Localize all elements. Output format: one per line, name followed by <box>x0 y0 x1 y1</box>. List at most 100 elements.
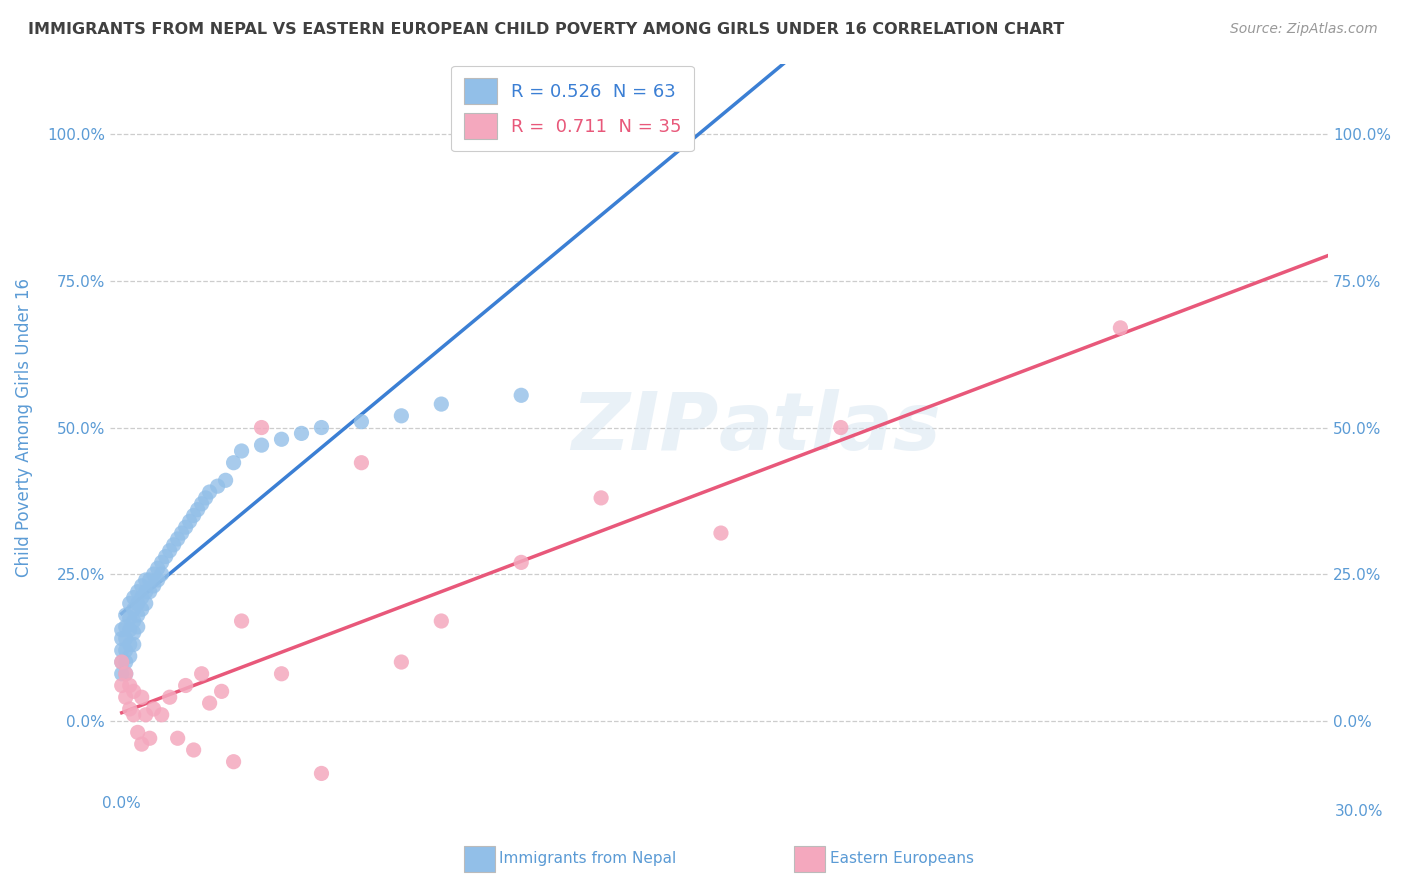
Point <box>131 591 153 605</box>
Point <box>211 684 233 698</box>
Point <box>430 397 453 411</box>
Text: IMMIGRANTS FROM NEPAL VS EASTERN EUROPEAN CHILD POVERTY AMONG GIRLS UNDER 16 COR: IMMIGRANTS FROM NEPAL VS EASTERN EUROPEA… <box>28 22 1064 37</box>
Point <box>111 655 134 669</box>
Point <box>142 579 165 593</box>
Point <box>131 579 153 593</box>
Point <box>138 573 160 587</box>
Point <box>250 438 273 452</box>
Point <box>710 526 733 541</box>
Point <box>127 725 149 739</box>
Point <box>122 614 145 628</box>
Point <box>510 555 533 569</box>
Point <box>135 573 157 587</box>
Point <box>127 620 149 634</box>
Point <box>179 514 201 528</box>
Point <box>111 678 134 692</box>
Point <box>222 755 245 769</box>
Point <box>146 561 169 575</box>
Point <box>114 666 136 681</box>
Legend: R = 0.526  N = 63, R =  0.711  N = 35: R = 0.526 N = 63, R = 0.711 N = 35 <box>451 66 695 152</box>
Point <box>114 655 136 669</box>
Point <box>135 584 157 599</box>
Point <box>350 456 373 470</box>
Point <box>190 666 212 681</box>
Point <box>146 573 169 587</box>
Point <box>159 543 181 558</box>
Point <box>131 690 153 705</box>
Point <box>127 608 149 623</box>
Point <box>290 426 312 441</box>
Point <box>118 637 141 651</box>
Point <box>150 567 173 582</box>
Point <box>118 678 141 692</box>
Point <box>111 666 134 681</box>
Point <box>194 491 217 505</box>
Point <box>111 655 134 669</box>
Point <box>114 620 136 634</box>
Point <box>118 611 141 625</box>
Point <box>122 637 145 651</box>
Point <box>118 702 141 716</box>
Point <box>159 690 181 705</box>
Point <box>150 555 173 569</box>
Point <box>174 520 197 534</box>
Point <box>270 432 292 446</box>
Point <box>591 491 613 505</box>
Text: atlas: atlas <box>718 389 942 467</box>
Text: Eastern Europeans: Eastern Europeans <box>830 852 973 866</box>
Y-axis label: Child Poverty Among Girls Under 16: Child Poverty Among Girls Under 16 <box>15 278 32 577</box>
Point <box>389 409 412 423</box>
Text: 30.0%: 30.0% <box>1336 804 1384 819</box>
Point <box>114 643 136 657</box>
Point <box>166 731 188 746</box>
Point <box>127 596 149 610</box>
Point <box>270 666 292 681</box>
Point <box>170 526 193 541</box>
Point <box>111 632 134 646</box>
Point <box>111 623 134 637</box>
Text: ZIP: ZIP <box>572 389 718 467</box>
Point <box>122 684 145 698</box>
Point <box>222 456 245 470</box>
Point <box>135 707 157 722</box>
Point <box>389 655 412 669</box>
Point <box>250 420 273 434</box>
Point <box>174 678 197 692</box>
Point <box>510 388 533 402</box>
Point <box>214 473 236 487</box>
Point <box>198 696 221 710</box>
Point <box>118 649 141 664</box>
Point <box>311 766 333 780</box>
Point <box>207 479 229 493</box>
Point <box>127 584 149 599</box>
Point <box>183 743 205 757</box>
Point <box>114 666 136 681</box>
Point <box>830 420 852 434</box>
Point <box>183 508 205 523</box>
Point <box>231 614 253 628</box>
Point <box>430 614 453 628</box>
Point <box>142 567 165 582</box>
Point <box>118 596 141 610</box>
Point <box>187 502 209 516</box>
Point <box>166 532 188 546</box>
Point <box>155 549 177 564</box>
Point <box>122 707 145 722</box>
Point <box>311 420 333 434</box>
Point <box>131 602 153 616</box>
Point <box>122 591 145 605</box>
Text: Immigrants from Nepal: Immigrants from Nepal <box>499 852 676 866</box>
Text: Source: ZipAtlas.com: Source: ZipAtlas.com <box>1230 22 1378 37</box>
Point <box>114 632 136 646</box>
Point <box>231 444 253 458</box>
Point <box>114 608 136 623</box>
Point <box>122 625 145 640</box>
Point <box>135 596 157 610</box>
Point <box>142 702 165 716</box>
Point <box>131 737 153 751</box>
Point <box>150 707 173 722</box>
Point <box>111 643 134 657</box>
Point <box>118 623 141 637</box>
Point <box>350 415 373 429</box>
Point <box>114 690 136 705</box>
